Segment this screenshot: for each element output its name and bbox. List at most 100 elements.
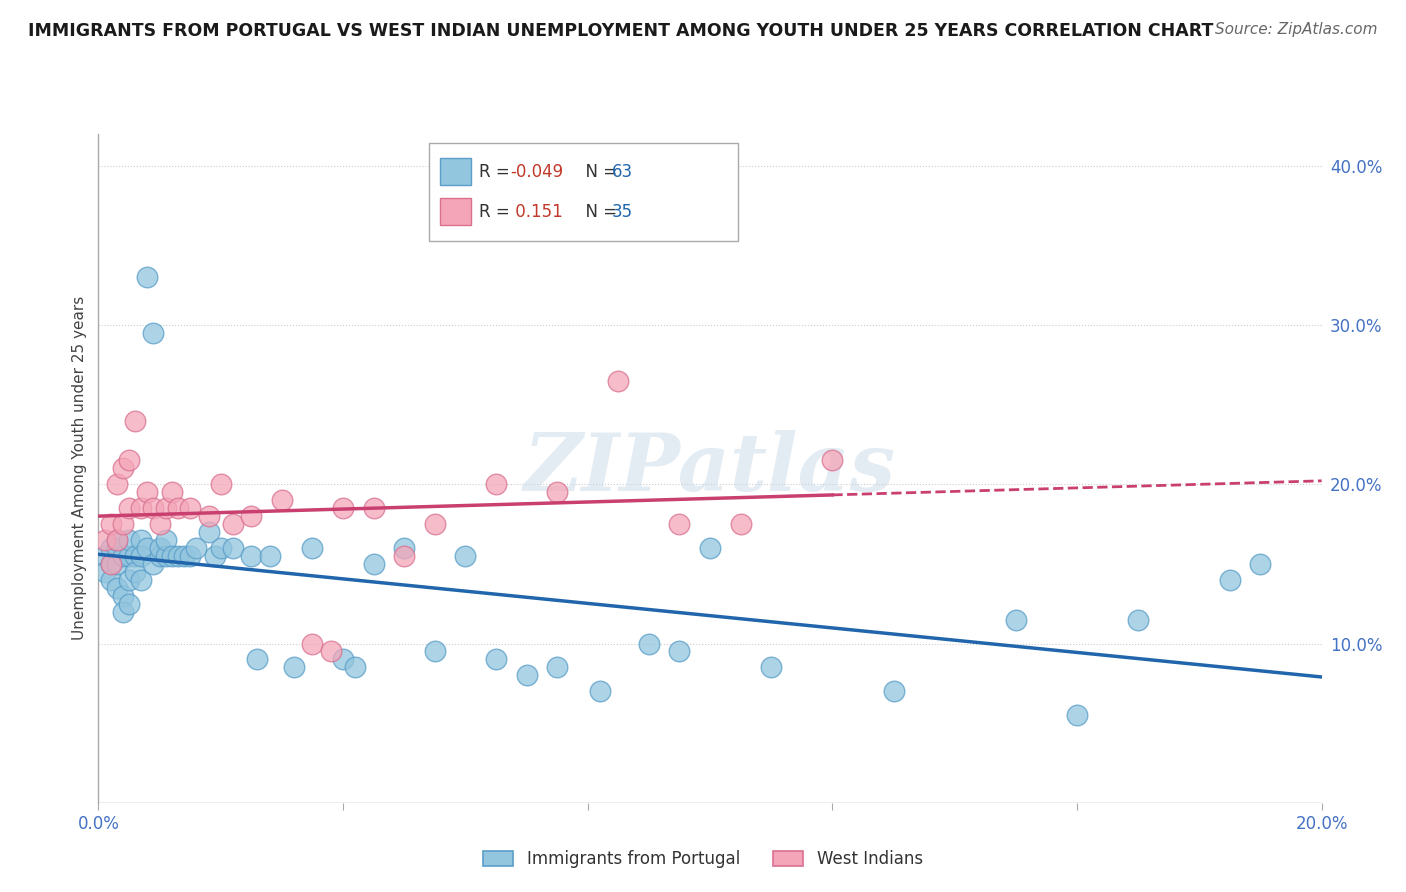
Point (111, 517, 134, 532)
Point (129, 501, 152, 516)
Point (209, 541, 232, 555)
Point (332, 652, 354, 666)
Point (167, 549, 190, 563)
Point (1249, 557, 1271, 571)
Text: Source: ZipAtlas.com: Source: ZipAtlas.com (1215, 22, 1378, 37)
Point (179, 549, 201, 563)
Text: R =: R = (479, 203, 516, 221)
Point (637, 636, 661, 650)
Point (668, 644, 690, 658)
Point (546, 485, 568, 500)
Point (105, 533, 128, 547)
Point (222, 541, 245, 555)
Point (111, 589, 134, 603)
Point (118, 501, 141, 516)
Point (186, 541, 208, 555)
Point (105, 533, 128, 547)
Point (142, 557, 165, 571)
Point (173, 549, 195, 563)
Point (142, 501, 165, 516)
Point (204, 549, 226, 563)
Point (363, 501, 385, 516)
Point (240, 549, 263, 563)
Point (100, 557, 122, 571)
Point (160, 485, 183, 500)
Point (1219, 573, 1241, 587)
Point (105, 541, 128, 555)
Point (118, 533, 141, 547)
Point (118, 549, 141, 563)
Point (197, 509, 219, 524)
Point (129, 573, 152, 587)
Point (1066, 708, 1088, 723)
Point (93, 549, 115, 563)
Point (179, 501, 201, 516)
Point (363, 557, 385, 571)
Point (344, 660, 367, 674)
Point (883, 684, 905, 698)
Point (485, 652, 508, 666)
Point (454, 549, 477, 563)
Point (423, 644, 446, 658)
Point (160, 549, 183, 563)
Point (142, 326, 165, 340)
Point (93, 565, 115, 579)
Point (118, 573, 141, 587)
Text: N =: N = (575, 203, 623, 221)
Point (668, 517, 690, 532)
Legend: Immigrants from Portugal, West Indians: Immigrants from Portugal, West Indians (477, 844, 929, 875)
Point (589, 684, 612, 698)
Point (129, 533, 152, 547)
Point (118, 453, 141, 467)
Text: IMMIGRANTS FROM PORTUGAL VS WEST INDIAN UNEMPLOYMENT AMONG YOUTH UNDER 25 YEARS : IMMIGRANTS FROM PORTUGAL VS WEST INDIAN … (28, 22, 1213, 40)
Point (259, 549, 281, 563)
Point (1004, 613, 1026, 627)
Point (136, 541, 159, 555)
Point (759, 660, 782, 674)
Text: 35: 35 (612, 203, 633, 221)
Point (222, 517, 245, 532)
Point (516, 668, 538, 682)
Text: R =: R = (479, 163, 516, 181)
Point (105, 477, 128, 491)
Point (129, 549, 152, 563)
Point (197, 524, 219, 539)
Point (111, 549, 134, 563)
Point (105, 557, 128, 571)
Point (93, 533, 115, 547)
Text: ZIPatlas: ZIPatlas (524, 430, 896, 507)
Point (111, 461, 134, 475)
Point (155, 549, 177, 563)
Point (105, 581, 128, 595)
Point (301, 636, 323, 650)
Point (546, 660, 568, 674)
Point (423, 517, 446, 532)
Y-axis label: Unemployment Among Youth under 25 years: Unemployment Among Youth under 25 years (72, 296, 87, 640)
Point (283, 660, 305, 674)
Point (100, 573, 122, 587)
Point (319, 644, 342, 658)
Point (124, 549, 146, 563)
Point (155, 533, 177, 547)
Point (246, 652, 269, 666)
Point (124, 413, 146, 427)
Point (392, 541, 416, 555)
Point (136, 485, 159, 500)
Text: 0.151: 0.151 (510, 203, 564, 221)
Text: -0.049: -0.049 (510, 163, 564, 181)
Text: 63: 63 (612, 163, 633, 181)
Point (699, 541, 721, 555)
Point (301, 541, 323, 555)
Point (100, 557, 122, 571)
Point (111, 605, 134, 619)
Point (149, 549, 172, 563)
Point (149, 517, 172, 532)
Point (100, 517, 122, 532)
Point (1128, 613, 1150, 627)
Point (270, 493, 292, 508)
Point (332, 501, 354, 516)
Point (155, 501, 177, 516)
Point (730, 517, 752, 532)
Point (392, 549, 416, 563)
Point (149, 541, 172, 555)
